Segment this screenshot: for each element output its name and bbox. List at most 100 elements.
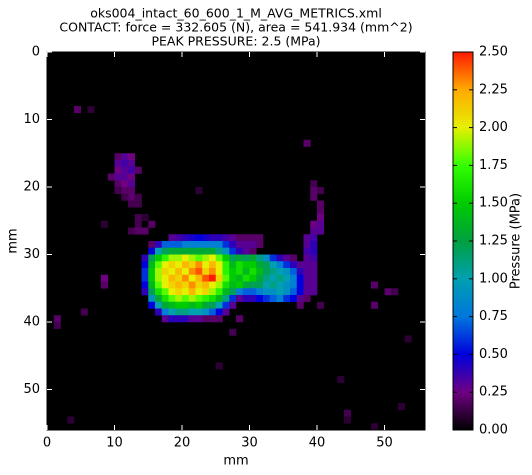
heatmap-cell — [229, 234, 237, 242]
heatmap-cell — [276, 295, 284, 303]
heatmap-cell — [161, 274, 169, 282]
heatmap-cell — [391, 288, 399, 296]
colorbar-tick-label: 0.75 — [479, 309, 508, 324]
heatmap-cell — [202, 308, 210, 316]
heatmap-cell — [175, 261, 183, 269]
heatmap-cell — [222, 254, 230, 262]
colorbar-tick-label: 1.25 — [479, 234, 508, 249]
heatmap-cell — [229, 274, 237, 282]
heatmap-cell — [155, 274, 163, 282]
heatmap-cell — [310, 220, 318, 228]
heatmap-cell — [141, 268, 149, 276]
heatmap-cell — [74, 106, 82, 114]
y-tick-label: 10 — [23, 112, 40, 127]
heatmap-cell — [148, 268, 156, 276]
heatmap-cell — [283, 254, 291, 262]
heatmap-cell — [263, 261, 271, 269]
heatmap-cell — [107, 173, 115, 181]
colorbar-tick-label: 0.50 — [479, 347, 508, 362]
heatmap-cell — [161, 261, 169, 269]
heatmap-cell — [195, 295, 203, 303]
heatmap-cell — [148, 220, 156, 228]
heatmap-cell — [222, 241, 230, 249]
heatmap-cell — [310, 261, 318, 269]
heatmap-cell — [175, 254, 183, 262]
heatmap-cell — [155, 288, 163, 296]
heatmap-cell — [188, 261, 196, 269]
heatmap-cell — [242, 288, 250, 296]
heatmap-cell — [53, 315, 61, 323]
heatmap-cell — [256, 234, 264, 242]
x-tick-label: 40 — [309, 436, 326, 451]
heatmap-cell — [202, 247, 210, 255]
heatmap-cell — [310, 247, 318, 255]
heatmap-cell — [317, 214, 325, 222]
heatmap-cell — [229, 241, 237, 249]
heatmap-cell — [290, 274, 298, 282]
heatmap-cell — [182, 274, 190, 282]
heatmap-cell — [263, 281, 271, 289]
heatmap-cell — [175, 241, 183, 249]
heatmap-cell — [303, 247, 311, 255]
heatmap-cell — [276, 261, 284, 269]
heatmap-cell — [242, 261, 250, 269]
heatmap-cell — [269, 254, 277, 262]
heatmap-cell — [303, 234, 311, 242]
heatmap-cell — [161, 241, 169, 249]
heatmap-cell — [310, 241, 318, 249]
heatmap-cell — [101, 281, 109, 289]
heatmap-cell — [188, 301, 196, 309]
heatmap-cell — [128, 200, 136, 208]
heatmap-cell — [128, 160, 136, 168]
heatmap-cell — [249, 288, 257, 296]
heatmap-cell — [168, 308, 176, 316]
heatmap-cell — [155, 295, 163, 303]
heatmap-cell — [148, 247, 156, 255]
heatmap-cell — [256, 268, 264, 276]
heatmap-cell — [215, 295, 223, 303]
y-axis-label: mm — [6, 228, 21, 253]
heatmap-cell — [290, 281, 298, 289]
heatmap-cell — [303, 295, 311, 303]
heatmap-cell — [256, 261, 264, 269]
heatmap-cell — [317, 187, 325, 195]
chart-title: PEAK PRESSURE: 2.5 (MPa) — [151, 34, 320, 49]
heatmap-cell — [310, 268, 318, 276]
heatmap-cell — [155, 268, 163, 276]
heatmap-cell — [188, 254, 196, 262]
heatmap-cell — [182, 261, 190, 269]
heatmap-cell — [290, 288, 298, 296]
heatmap-cell — [222, 281, 230, 289]
heatmap-cell — [128, 166, 136, 174]
heatmap-cell — [141, 227, 149, 235]
heatmap-cell — [128, 173, 136, 181]
heatmap-cell — [236, 261, 244, 269]
heatmap-cell — [215, 281, 223, 289]
heatmap-cell — [202, 288, 210, 296]
heatmap-cell — [141, 254, 149, 262]
heatmap-cell — [141, 261, 149, 269]
heatmap-cell — [114, 173, 122, 181]
heatmap-cell — [168, 281, 176, 289]
colorbar-tick-label: 1.00 — [479, 271, 508, 286]
heatmap-cell — [168, 241, 176, 249]
heatmap-cell — [269, 268, 277, 276]
heatmap-cell — [188, 247, 196, 255]
heatmap-cell — [269, 274, 277, 282]
heatmap-cell — [249, 295, 257, 303]
heatmap-cell — [283, 295, 291, 303]
colorbar-label: Pressure (MPa) — [509, 193, 524, 289]
heatmap-cell — [215, 308, 223, 316]
heatmap-cell — [283, 268, 291, 276]
heatmap-cell — [188, 274, 196, 282]
heatmap-cell — [209, 288, 217, 296]
heatmap-cell — [236, 268, 244, 276]
heatmap-cell — [222, 261, 230, 269]
heatmap-cell — [256, 241, 264, 249]
heatmap-cell — [155, 254, 163, 262]
heatmap-cell — [202, 274, 210, 282]
heatmap-cell — [296, 261, 304, 269]
heatmap-cell — [283, 281, 291, 289]
heatmap-cell — [175, 295, 183, 303]
heatmap-cell — [398, 403, 406, 411]
